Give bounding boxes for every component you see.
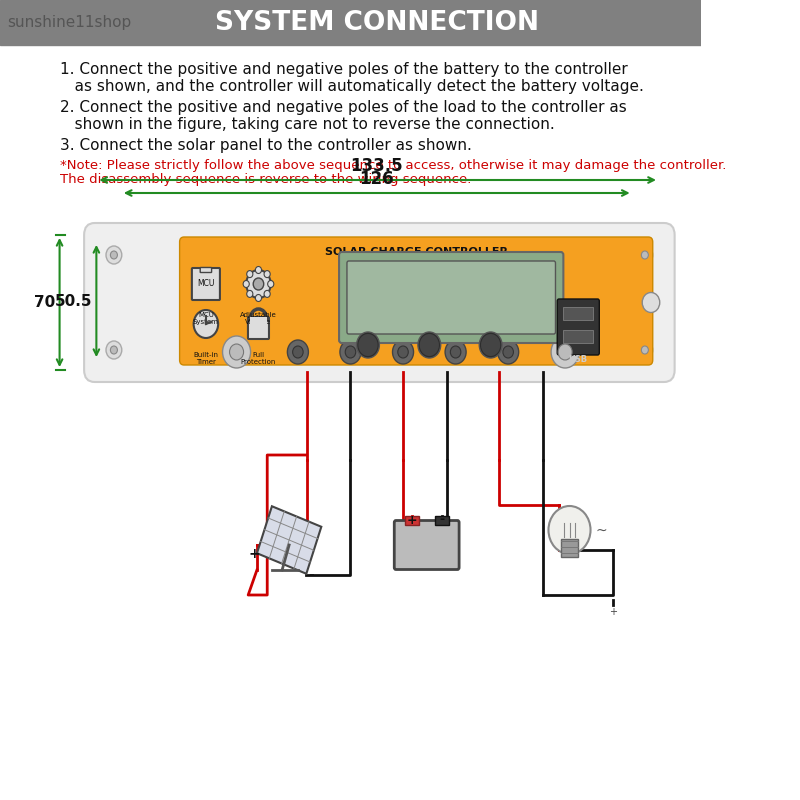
Text: 2. Connect the positive and negative poles of the load to the controller as: 2. Connect the positive and negative pol… [59,100,626,115]
Circle shape [246,270,253,278]
Circle shape [346,346,356,358]
Circle shape [246,270,270,298]
Circle shape [445,340,466,364]
Circle shape [255,294,262,302]
Text: sunshine11shop: sunshine11shop [7,15,131,30]
Bar [561,539,578,557]
Circle shape [358,334,378,356]
Bar [563,330,593,343]
Text: +: + [406,514,417,526]
Text: 133.5: 133.5 [350,157,403,175]
Circle shape [642,346,648,354]
Text: USB: USB [569,355,588,364]
Text: MCU: MCU [198,279,214,289]
Polygon shape [257,506,322,574]
Circle shape [264,290,270,298]
Text: SYSTEM CONNECTION: SYSTEM CONNECTION [214,10,538,36]
Text: -: - [439,514,444,526]
Text: Built-in
Timer: Built-in Timer [194,352,218,365]
Circle shape [637,341,653,359]
Text: SOLAR CHARGE CONTROLLER: SOLAR CHARGE CONTROLLER [325,247,508,257]
Circle shape [551,336,579,368]
Circle shape [243,281,250,287]
Bar [0,0,701,45]
Bar [434,515,449,525]
Circle shape [420,334,439,356]
Circle shape [110,251,118,259]
Circle shape [637,246,653,264]
FancyBboxPatch shape [248,317,269,339]
Text: 50.5: 50.5 [54,294,92,309]
Circle shape [481,334,500,356]
Bar [563,307,593,320]
Text: *Note: Please strictly follow the above sequence to access, otherwise it may dam: *Note: Please strictly follow the above … [59,159,726,172]
Circle shape [393,340,414,364]
Circle shape [642,251,648,259]
Bar [250,317,267,329]
Circle shape [106,341,122,359]
Circle shape [558,344,572,360]
Circle shape [254,278,264,290]
Circle shape [642,293,660,313]
FancyBboxPatch shape [84,223,674,382]
Text: +: + [610,607,618,617]
Text: The disassembly sequence is reverse to the wiring sequence.: The disassembly sequence is reverse to t… [59,173,471,186]
Text: +: + [248,547,260,562]
Circle shape [246,290,253,298]
Text: Adjustable
Voltage: Adjustable Voltage [240,312,277,325]
Circle shape [549,506,590,554]
Circle shape [398,346,408,358]
Circle shape [479,332,502,358]
Bar [405,515,419,525]
FancyBboxPatch shape [339,252,563,343]
Circle shape [503,346,514,358]
FancyBboxPatch shape [192,268,220,300]
Text: 1. Connect the positive and negative poles of the battery to the controller: 1. Connect the positive and negative pol… [59,62,627,77]
Circle shape [340,340,361,364]
Circle shape [498,340,518,364]
Text: 126: 126 [359,170,394,188]
Text: shown in the figure, taking care not to reverse the connection.: shown in the figure, taking care not to … [59,117,554,132]
Text: as shown, and the controller will automatically detect the battery voltage.: as shown, and the controller will automa… [59,79,643,94]
FancyBboxPatch shape [347,261,555,334]
Circle shape [450,346,461,358]
Circle shape [194,310,218,338]
Circle shape [222,336,250,368]
Circle shape [264,270,270,278]
Circle shape [255,266,262,274]
Text: -: - [308,568,314,582]
Circle shape [230,344,243,360]
Circle shape [357,332,379,358]
Circle shape [293,346,303,358]
Text: ~: ~ [596,524,607,538]
Text: 3. Connect the solar panel to the controller as shown.: 3. Connect the solar panel to the contro… [59,138,471,153]
Text: 70: 70 [34,295,55,310]
Circle shape [418,332,441,358]
Circle shape [287,340,309,364]
Text: MCU
System: MCU System [193,312,219,325]
FancyBboxPatch shape [200,267,211,273]
Circle shape [110,346,118,354]
Circle shape [268,281,274,287]
FancyBboxPatch shape [180,237,653,365]
Circle shape [106,246,122,264]
Text: Full
Protection: Full Protection [241,352,276,365]
FancyBboxPatch shape [558,299,599,355]
FancyBboxPatch shape [394,521,459,570]
